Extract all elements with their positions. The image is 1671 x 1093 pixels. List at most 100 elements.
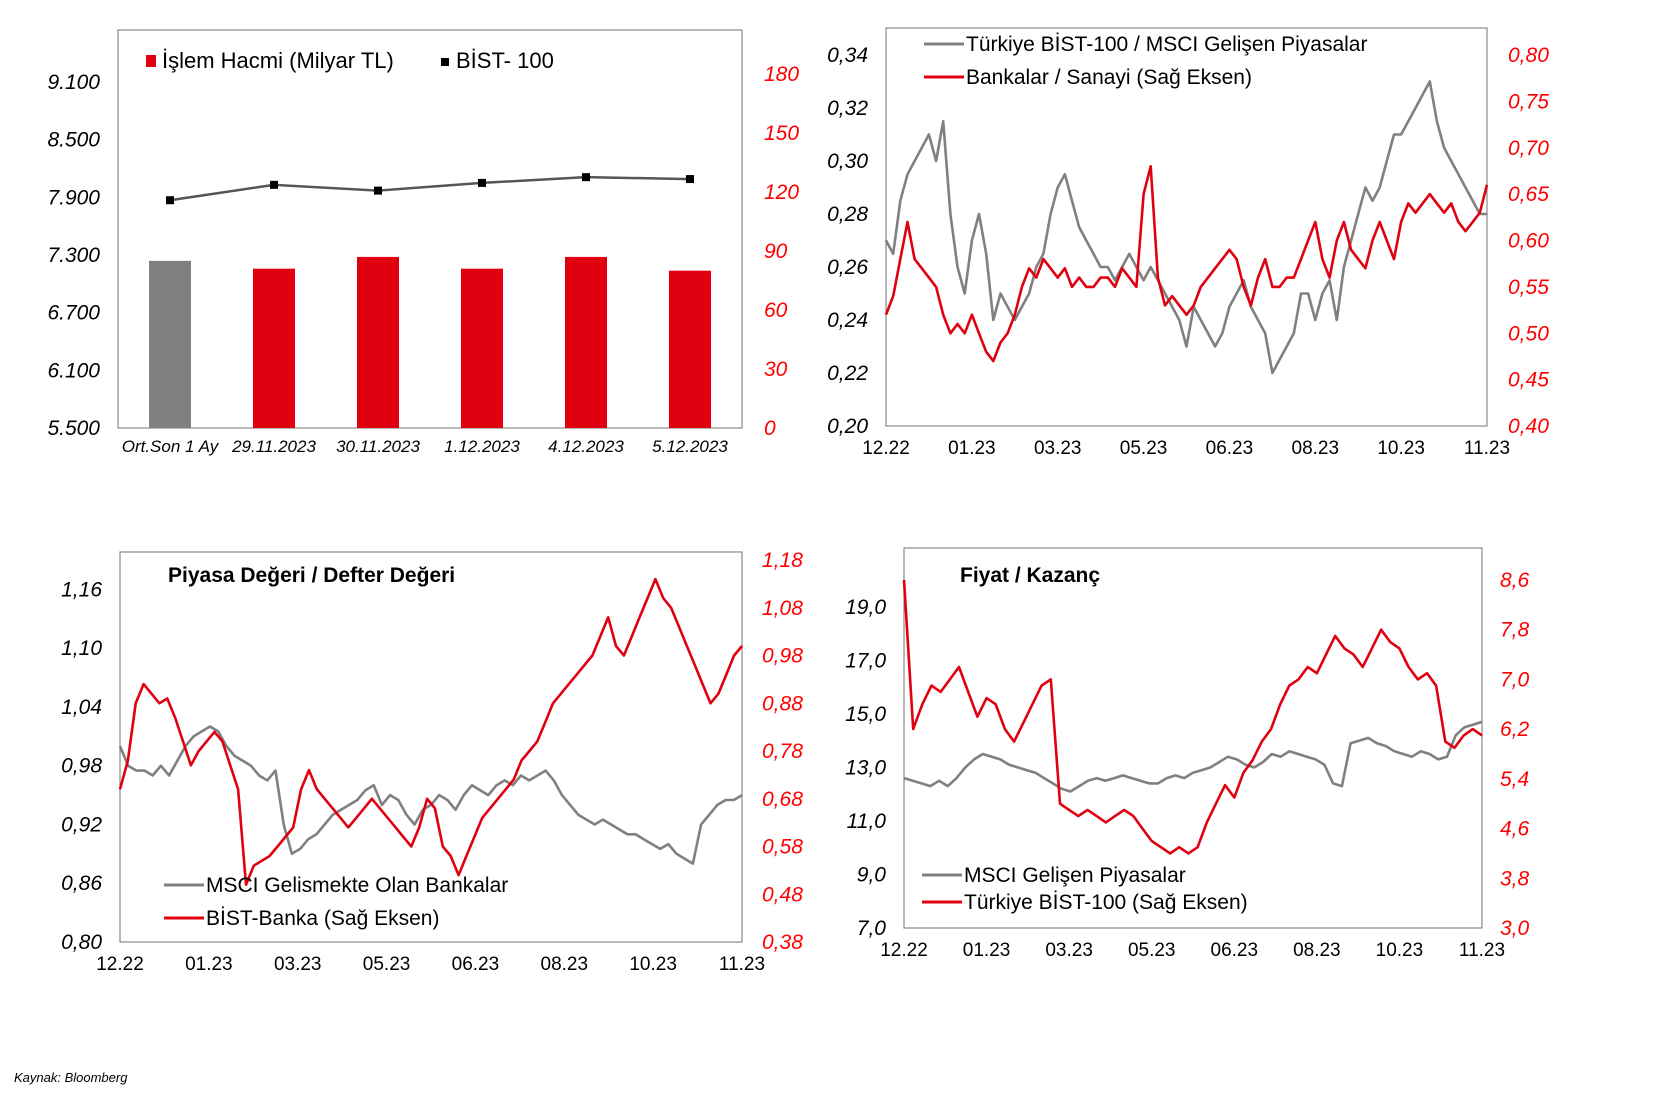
legend-label: BİST- 100 xyxy=(456,48,554,73)
left-tick-label: 0,98 xyxy=(61,755,102,778)
x-tick-label: 4.12.2023 xyxy=(548,437,624,456)
legend-label: Türkiye BİST-100 / MSCI Gelişen Piyasala… xyxy=(966,33,1367,56)
left-tick-label: 7.300 xyxy=(47,244,100,267)
left-tick-label: 0,22 xyxy=(827,362,868,385)
x-tick-label: Ort.Son 1 Ay xyxy=(122,437,220,456)
left-tick-label: 17,0 xyxy=(845,649,886,672)
x-axis-2: 12.22 01.23 03.23 05.23 06.23 08.23 10.23 11.23 xyxy=(862,438,1510,459)
legend-label: İşlem Hacmi (Milyar TL) xyxy=(162,48,394,73)
left-tick-label: 0,34 xyxy=(827,44,868,67)
x-tick-label: 29.11.2023 xyxy=(231,437,316,456)
x-tick-label: 01.23 xyxy=(948,438,996,459)
left-axis-3: 0,80 0,86 0,92 0,98 1,04 1,10 1,16 xyxy=(61,578,102,954)
x-tick-label: 06.23 xyxy=(1206,438,1254,459)
x-tick-label: 06.23 xyxy=(1211,940,1259,961)
bist100-point xyxy=(270,180,278,189)
left-tick-label: 1,16 xyxy=(61,578,102,601)
legend-marker xyxy=(146,55,156,67)
right-axis-3: 0,38 0,48 0,58 0,68 0,78 0,88 0,98 1,08 1,18 xyxy=(762,549,803,954)
left-tick-label: 1,04 xyxy=(61,696,102,719)
right-tick-label: 0,50 xyxy=(1508,322,1549,345)
left-tick-label: 8.500 xyxy=(47,129,100,152)
x-tick-label: 30.11.2023 xyxy=(336,437,420,456)
legend-1: İşlem Hacmi (Milyar TL) BİST- 100 xyxy=(146,48,554,73)
left-tick-label: 6.700 xyxy=(47,302,100,325)
legend-label: Bankalar / Sanayi (Sağ Eksen) xyxy=(966,66,1252,89)
x-tick-label: 06.23 xyxy=(452,954,500,975)
x-tick-label: 05.23 xyxy=(1128,940,1176,961)
left-tick-label: 5.500 xyxy=(47,417,100,440)
left-tick-label: 6.100 xyxy=(47,359,100,382)
left-tick-label: 0,26 xyxy=(827,256,868,279)
bar xyxy=(461,268,503,428)
bist100-point xyxy=(166,196,174,205)
right-tick-label: 1,18 xyxy=(762,549,803,572)
bist100-point xyxy=(374,186,382,195)
x-tick-label: 10.23 xyxy=(1377,438,1425,459)
right-tick-label: 8,6 xyxy=(1500,569,1530,592)
right-tick-label: 5,4 xyxy=(1500,768,1529,791)
bar-series: Ort.Son 1 Ay 29.11.2023 30.11.2023 1.12.202… xyxy=(122,256,728,456)
bist100-point xyxy=(582,173,590,182)
legend-2: Türkiye BİST-100 / MSCI Gelişen Piyasala… xyxy=(924,33,1367,89)
chart-title: Piyasa Değeri / Defter Değeri xyxy=(168,564,455,587)
left-tick-label: 19,0 xyxy=(845,596,886,619)
right-tick-label: 7,0 xyxy=(1500,668,1530,691)
x-tick-label: 11.23 xyxy=(719,954,765,975)
bist100-point xyxy=(478,178,486,187)
right-tick-label: 0,45 xyxy=(1508,369,1549,392)
series-line-1 xyxy=(884,80,1487,375)
x-tick-label: 01.23 xyxy=(185,954,233,975)
x-tick-label: 08.23 xyxy=(541,954,589,975)
legend-marker xyxy=(441,58,449,66)
right-tick-label: 90 xyxy=(764,240,788,263)
x-tick-label: 11.23 xyxy=(1464,438,1510,459)
x-tick-label: 08.23 xyxy=(1292,438,1340,459)
left-tick-label: 1,10 xyxy=(61,637,102,660)
left-tick-label: 7.900 xyxy=(47,186,100,209)
legend-label: MSCI Gelismekte Olan Bankalar xyxy=(206,874,508,897)
left-tick-label: 0,86 xyxy=(61,872,102,895)
bar xyxy=(357,256,399,428)
plot-frame-4 xyxy=(903,547,1483,929)
legend-3: MSCI Gelismekte Olan Bankalar BİST-Banka … xyxy=(164,874,508,930)
x-tick-label: 03.23 xyxy=(1045,940,1093,961)
right-tick-label: 3,0 xyxy=(1500,917,1530,940)
bar xyxy=(565,256,607,428)
x-tick-label: 05.23 xyxy=(1120,438,1168,459)
source-note: Kaynak: Bloomberg xyxy=(14,1070,128,1085)
right-tick-label: 180 xyxy=(764,63,799,86)
left-tick-label: 13,0 xyxy=(845,756,886,779)
x-tick-label: 03.23 xyxy=(1034,438,1082,459)
left-tick-label: 0,32 xyxy=(827,97,868,120)
x-tick-label: 11.23 xyxy=(1459,940,1505,961)
chart-title: Fiyat / Kazanç xyxy=(960,564,1100,587)
left-axis-2: 0,20 0,22 0,24 0,26 0,28 0,30 0,32 0,34 xyxy=(827,44,868,438)
right-tick-label: 0 xyxy=(764,417,776,440)
x-tick-label: 12.22 xyxy=(880,940,928,961)
legend-label: BİST-Banka (Sağ Eksen) xyxy=(206,907,439,930)
series-line-2 xyxy=(118,577,743,887)
right-tick-label: 150 xyxy=(764,122,799,145)
series-line-1 xyxy=(903,720,1483,793)
right-tick-label: 4,6 xyxy=(1500,818,1530,841)
legend-label: MSCI Gelişen Piyasalar xyxy=(964,864,1186,887)
left-tick-label: 9,0 xyxy=(857,863,887,886)
right-tick-label: 0,58 xyxy=(762,836,803,859)
plot-frame-2 xyxy=(885,27,1488,427)
x-tick-label: 08.23 xyxy=(1293,940,1341,961)
right-tick-label: 30 xyxy=(764,358,788,381)
bar xyxy=(149,260,191,428)
right-tick-label: 0,80 xyxy=(1508,44,1549,67)
bist100-point xyxy=(686,175,694,184)
x-tick-label: 12.22 xyxy=(96,954,144,975)
left-tick-label: 0,20 xyxy=(827,415,868,438)
x-tick-label: 10.23 xyxy=(629,954,677,975)
right-tick-label: 6,2 xyxy=(1500,718,1530,741)
x-tick-label: 03.23 xyxy=(274,954,322,975)
right-tick-label: 0,65 xyxy=(1508,183,1549,206)
left-tick-label: 0,30 xyxy=(827,150,868,173)
right-tick-label: 0,48 xyxy=(762,883,803,906)
series-line-2 xyxy=(902,579,1483,855)
right-tick-label: 0,68 xyxy=(762,788,803,811)
